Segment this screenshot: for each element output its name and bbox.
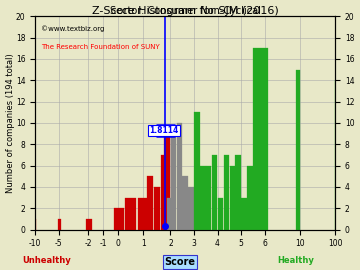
- Bar: [167, 198, 173, 230]
- Bar: [253, 48, 268, 230]
- Bar: [188, 187, 194, 230]
- Bar: [230, 166, 235, 230]
- Bar: [241, 198, 247, 230]
- Bar: [171, 134, 176, 230]
- Text: Score: Score: [165, 257, 195, 267]
- Text: ©www.textbiz.org: ©www.textbiz.org: [41, 25, 105, 32]
- Bar: [183, 176, 188, 230]
- Text: Sector: Consumer Non-Cyclical: Sector: Consumer Non-Cyclical: [110, 6, 261, 16]
- Y-axis label: Number of companies (194 total): Number of companies (194 total): [5, 53, 14, 193]
- Text: The Research Foundation of SUNY: The Research Foundation of SUNY: [41, 44, 160, 50]
- Bar: [212, 155, 217, 230]
- Bar: [35, 219, 36, 230]
- Bar: [164, 134, 170, 230]
- Title: Z-Score Histogram for SJM (2016): Z-Score Histogram for SJM (2016): [92, 6, 279, 16]
- Bar: [58, 219, 61, 230]
- Bar: [247, 166, 253, 230]
- Bar: [177, 123, 182, 230]
- Bar: [224, 155, 229, 230]
- Bar: [218, 198, 223, 230]
- Text: 1.8114: 1.8114: [150, 126, 179, 135]
- Bar: [154, 187, 160, 230]
- Text: Unhealthy: Unhealthy: [22, 256, 71, 265]
- Bar: [235, 155, 241, 230]
- Bar: [253, 198, 258, 230]
- Bar: [147, 176, 153, 230]
- Bar: [86, 219, 92, 230]
- Text: Healthy: Healthy: [277, 256, 314, 265]
- Bar: [138, 198, 150, 230]
- Bar: [125, 198, 136, 230]
- Bar: [200, 166, 206, 230]
- Bar: [194, 112, 200, 230]
- Bar: [161, 155, 167, 230]
- Bar: [114, 208, 123, 230]
- Bar: [296, 70, 300, 230]
- Bar: [206, 166, 211, 230]
